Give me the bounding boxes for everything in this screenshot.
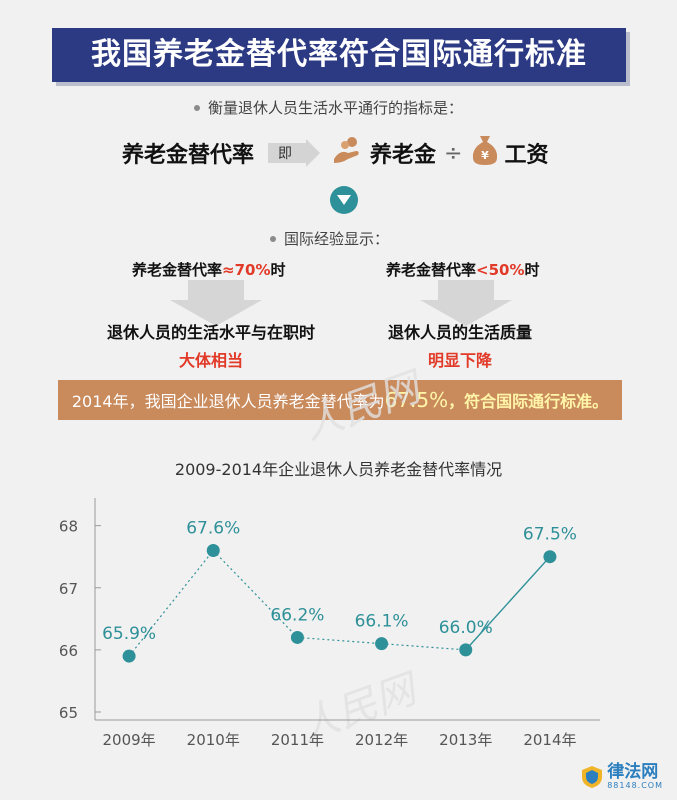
measure-text: 衡量退休人员生活水平通行的指标是： <box>208 99 464 117</box>
divide-sign: ÷ <box>444 140 463 166</box>
money-bag-icon: ¥ <box>470 134 500 172</box>
data-label: 65.9% <box>102 624 156 644</box>
chart-title: 2009-2014年企业退休人员养老金替代率情况 <box>174 460 503 479</box>
connector-arrow: 即 <box>268 139 321 167</box>
page-title: 我国养老金替代率符合国际通行标准 <box>52 28 626 82</box>
series-segment <box>212 550 298 638</box>
summary-bar: 2014年，我国企业退休人员养老金替代率为67.5%，符合国际通行标准。 <box>58 380 622 420</box>
data-point <box>206 543 220 557</box>
data-point <box>375 637 389 651</box>
right-cond-prefix: 养老金替代率 <box>386 261 477 279</box>
logo-name: 律法网 <box>607 762 659 782</box>
measure-line: 衡量退休人员生活水平通行的指标是： <box>194 97 463 118</box>
y-tick-label: 66 <box>59 642 78 660</box>
summary-prefix: 2014年，我国企业退休人员养老金替代率为 <box>71 392 385 411</box>
y-axis: 65 66 67 68 <box>59 498 101 722</box>
series-line <box>128 550 551 657</box>
right-cond-suffix: 时 <box>524 261 540 279</box>
left-condition: 养老金替代率≈70%时 <box>132 259 286 280</box>
bullet-dot <box>270 235 276 242</box>
data-labels: 65.9% 67.6% 66.2% 66.1% 66.0% 67.5% <box>102 518 577 644</box>
x-tick-label: 2013年 <box>439 731 492 749</box>
x-tick-label: 2010年 <box>187 731 240 749</box>
right-result-line1: 退休人员的生活质量 <box>387 323 532 342</box>
right-condition: 养老金替代率<50%时 <box>386 259 540 280</box>
formula-lhs: 养老金替代率 <box>122 143 255 168</box>
y-tick-label: 67 <box>59 580 78 598</box>
data-point <box>543 550 557 564</box>
formula-row: 养老金替代率 即 养老金 ÷ ¥ 工资 <box>122 131 548 175</box>
svg-text:¥: ¥ <box>482 149 490 162</box>
data-label: 66.2% <box>270 605 324 625</box>
chevron-down-icon <box>330 186 358 214</box>
series-segment <box>381 643 466 651</box>
left-cond-value: ≈70% <box>222 261 271 279</box>
series-segment <box>297 636 382 645</box>
x-tick-label: 2014年 <box>523 731 576 749</box>
x-tick-label: 2012年 <box>355 731 408 749</box>
left-result-line2: 大体相当 <box>178 351 243 370</box>
hands-coins-icon <box>332 133 366 173</box>
site-logo: 律法网 88148.COM <box>581 764 663 790</box>
right-result: 退休人员的生活质量 明显下降 <box>370 319 550 371</box>
title-banner: 我国养老金替代率符合国际通行标准 <box>52 28 630 86</box>
formula-term1: 养老金 <box>370 143 437 168</box>
summary-suffix: ，符合国际通行标准。 <box>448 392 609 411</box>
data-label: 66.0% <box>439 618 493 638</box>
formula-term2: 工资 <box>504 143 549 168</box>
left-result-line1: 退休人员的生活水平与在职时 <box>106 323 315 342</box>
data-label: 67.5% <box>523 525 577 545</box>
x-tick-label: 2011年 <box>271 731 324 749</box>
left-down-arrow <box>170 280 262 326</box>
series-points <box>122 543 557 663</box>
series-segment <box>465 556 551 651</box>
logo-url: 88148.COM <box>607 781 663 790</box>
data-label: 66.1% <box>355 612 409 632</box>
data-point <box>122 649 136 663</box>
data-point <box>459 643 473 657</box>
bullet-dot <box>194 104 200 111</box>
shield-icon <box>582 766 603 788</box>
left-cond-suffix: 时 <box>270 261 286 279</box>
experience-line: 国际经验显示： <box>270 228 389 249</box>
right-result-line2: 明显下降 <box>427 351 492 370</box>
y-tick-label: 65 <box>59 704 78 722</box>
right-cond-value: <50% <box>476 261 525 279</box>
right-down-arrow <box>420 280 512 326</box>
x-axis: 2009年 2010年 2011年 2012年 2013年 2014年 <box>95 719 600 749</box>
y-tick-label: 68 <box>59 518 78 536</box>
data-point <box>290 630 304 644</box>
x-tick-label: 2009年 <box>102 731 155 749</box>
data-label: 67.6% <box>186 518 240 538</box>
logo-text-block: 律法网 88148.COM <box>607 762 663 791</box>
experience-text: 国际经验显示： <box>284 230 390 248</box>
connector-text: 即 <box>278 146 293 162</box>
left-result: 退休人员的生活水平与在职时 大体相当 <box>96 319 326 371</box>
left-cond-prefix: 养老金替代率 <box>132 261 223 279</box>
summary-value: 67.5% <box>384 388 449 412</box>
